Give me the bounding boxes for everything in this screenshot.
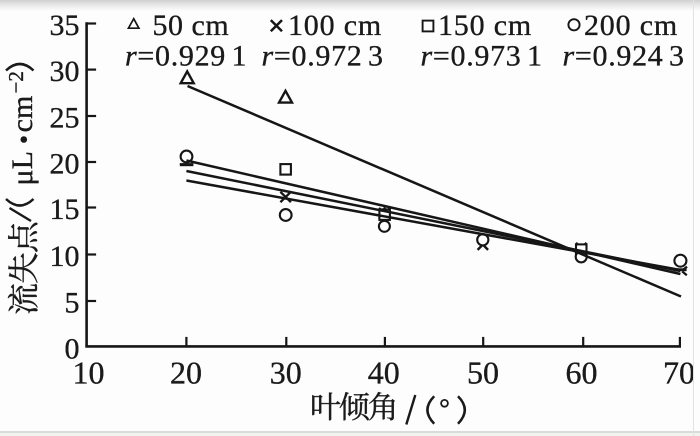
svg-text:30: 30	[50, 55, 80, 88]
svg-text:μLcm: μLcm	[6, 96, 39, 186]
svg-text:20: 20	[170, 355, 202, 391]
svg-text:10: 10	[73, 355, 105, 391]
svg-text:35: 35	[50, 9, 80, 42]
svg-text:10: 10	[50, 240, 80, 273]
svg-text:20: 20	[50, 147, 80, 180]
svg-text:30: 30	[270, 355, 302, 391]
svg-text:200 cm: 200 cm	[584, 9, 678, 42]
svg-text:25: 25	[50, 101, 80, 134]
svg-text:150 cm: 150 cm	[438, 9, 532, 42]
svg-text:70: 70	[663, 355, 695, 391]
svg-text:5: 5	[65, 286, 80, 319]
svg-text:40: 40	[368, 355, 400, 391]
svg-text:15: 15	[50, 193, 80, 226]
svg-text:50: 50	[467, 355, 499, 391]
svg-text:100 cm: 100 cm	[288, 9, 382, 42]
svg-text:60: 60	[566, 355, 598, 391]
svg-text:−2: −2	[4, 71, 28, 93]
svg-text:50 cm: 50 cm	[153, 9, 230, 42]
svg-text:0: 0	[65, 332, 80, 365]
